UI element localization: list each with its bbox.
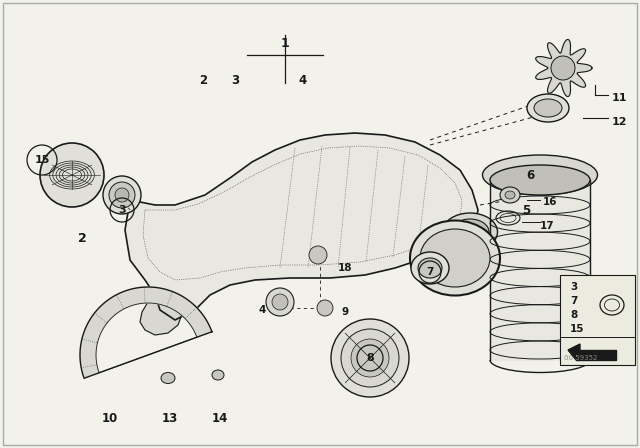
Text: 17: 17 bbox=[540, 221, 555, 231]
Polygon shape bbox=[490, 180, 590, 360]
Circle shape bbox=[272, 294, 288, 310]
Text: 6: 6 bbox=[526, 168, 534, 181]
Text: 9: 9 bbox=[341, 307, 349, 317]
Circle shape bbox=[309, 246, 327, 264]
Polygon shape bbox=[536, 39, 592, 96]
Ellipse shape bbox=[103, 176, 141, 214]
Text: 12: 12 bbox=[612, 117, 627, 127]
Polygon shape bbox=[140, 294, 182, 335]
Text: 4: 4 bbox=[299, 73, 307, 86]
Text: 8: 8 bbox=[366, 353, 374, 363]
Text: 14: 14 bbox=[212, 412, 228, 425]
Ellipse shape bbox=[212, 370, 224, 380]
Ellipse shape bbox=[115, 188, 129, 202]
Polygon shape bbox=[80, 287, 212, 378]
Ellipse shape bbox=[351, 339, 389, 377]
Text: 7: 7 bbox=[426, 267, 434, 277]
Ellipse shape bbox=[331, 319, 409, 397]
Circle shape bbox=[266, 288, 294, 316]
Circle shape bbox=[317, 300, 333, 316]
Text: 13: 13 bbox=[162, 412, 178, 425]
Polygon shape bbox=[568, 344, 580, 360]
FancyBboxPatch shape bbox=[560, 275, 635, 365]
Ellipse shape bbox=[109, 182, 135, 208]
Polygon shape bbox=[125, 133, 478, 320]
Text: 8: 8 bbox=[570, 310, 577, 320]
Text: 3: 3 bbox=[570, 282, 577, 292]
Text: 10: 10 bbox=[102, 412, 118, 425]
Ellipse shape bbox=[161, 372, 175, 383]
Circle shape bbox=[551, 56, 575, 80]
Ellipse shape bbox=[490, 165, 590, 195]
Text: 15: 15 bbox=[570, 324, 584, 334]
Ellipse shape bbox=[420, 229, 490, 287]
Ellipse shape bbox=[500, 187, 520, 203]
Ellipse shape bbox=[527, 94, 569, 122]
Ellipse shape bbox=[483, 155, 598, 195]
Ellipse shape bbox=[418, 258, 442, 278]
Text: 16: 16 bbox=[543, 197, 557, 207]
Text: 3: 3 bbox=[118, 205, 126, 215]
Ellipse shape bbox=[410, 220, 500, 296]
Text: 5: 5 bbox=[522, 203, 530, 216]
Ellipse shape bbox=[534, 99, 562, 117]
Text: 00 59352: 00 59352 bbox=[564, 355, 597, 361]
Text: 15: 15 bbox=[35, 155, 50, 165]
Text: 7: 7 bbox=[570, 296, 577, 306]
Text: 1: 1 bbox=[280, 36, 289, 49]
Text: 11: 11 bbox=[612, 93, 627, 103]
Text: 3: 3 bbox=[231, 73, 239, 86]
Ellipse shape bbox=[442, 213, 497, 251]
Text: 18: 18 bbox=[338, 263, 352, 273]
Text: 2: 2 bbox=[77, 232, 86, 245]
Ellipse shape bbox=[451, 219, 489, 245]
Ellipse shape bbox=[411, 252, 449, 284]
Polygon shape bbox=[568, 350, 616, 360]
Ellipse shape bbox=[505, 191, 515, 199]
Circle shape bbox=[40, 143, 104, 207]
Ellipse shape bbox=[341, 329, 399, 387]
Text: 4: 4 bbox=[259, 305, 266, 315]
Text: 2: 2 bbox=[199, 73, 207, 86]
